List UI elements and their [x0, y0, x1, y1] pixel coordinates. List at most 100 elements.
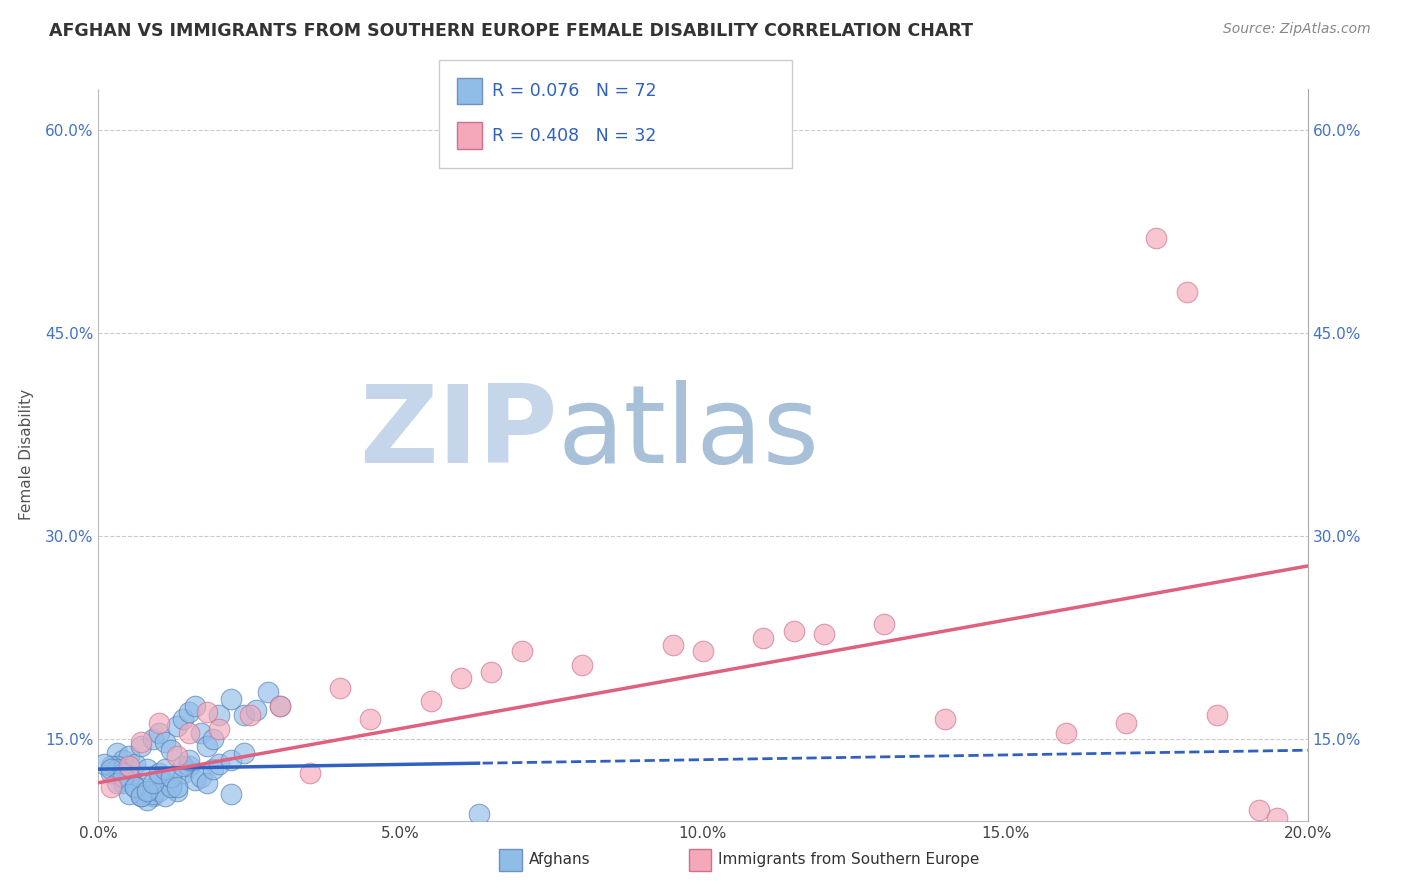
- Text: R = 0.076   N = 72: R = 0.076 N = 72: [492, 82, 657, 100]
- Point: [221, 787, 243, 801]
- Point: [269, 698, 291, 713]
- Point: [148, 772, 170, 787]
- Point: [172, 712, 194, 726]
- Point: [148, 766, 170, 780]
- Point: [1144, 231, 1167, 245]
- Point: [1054, 725, 1077, 739]
- Point: [195, 739, 218, 753]
- Point: [179, 725, 201, 739]
- Point: [160, 780, 183, 794]
- Point: [153, 735, 176, 749]
- Point: [1115, 716, 1137, 731]
- Point: [1206, 708, 1229, 723]
- Point: [135, 784, 157, 798]
- Point: [232, 708, 254, 723]
- Point: [692, 644, 714, 658]
- Point: [111, 770, 134, 784]
- Text: AFGHAN VS IMMIGRANTS FROM SOUTHERN EUROPE FEMALE DISABILITY CORRELATION CHART: AFGHAN VS IMMIGRANTS FROM SOUTHERN EUROP…: [49, 22, 973, 40]
- Point: [124, 780, 146, 794]
- Point: [179, 706, 201, 720]
- Point: [135, 762, 157, 776]
- Point: [100, 766, 122, 780]
- Point: [208, 722, 231, 736]
- Point: [752, 631, 775, 645]
- Point: [100, 759, 122, 773]
- Point: [195, 706, 218, 720]
- Point: [190, 770, 212, 784]
- Point: [118, 759, 141, 773]
- Point: [124, 780, 146, 794]
- Point: [1249, 803, 1271, 817]
- Point: [783, 624, 806, 638]
- Point: [179, 753, 201, 767]
- Point: [100, 762, 122, 776]
- Point: [232, 746, 254, 760]
- Point: [184, 772, 207, 787]
- Text: R = 0.408   N = 32: R = 0.408 N = 32: [492, 127, 657, 145]
- Point: [142, 787, 165, 801]
- Point: [105, 759, 128, 773]
- Point: [1175, 285, 1198, 300]
- Text: atlas: atlas: [558, 380, 820, 486]
- Point: [166, 780, 188, 794]
- Point: [153, 762, 176, 776]
- Point: [111, 753, 134, 767]
- Point: [111, 766, 134, 780]
- Point: [450, 672, 472, 686]
- Point: [93, 756, 115, 771]
- Point: [510, 644, 533, 658]
- Point: [160, 780, 183, 794]
- Point: [172, 759, 194, 773]
- Point: [148, 784, 170, 798]
- Point: [269, 698, 291, 713]
- Point: [160, 743, 183, 757]
- Point: [124, 756, 146, 771]
- Point: [873, 617, 896, 632]
- Point: [184, 698, 207, 713]
- Point: [135, 784, 157, 798]
- Point: [148, 725, 170, 739]
- Point: [190, 725, 212, 739]
- Text: Immigrants from Southern Europe: Immigrants from Southern Europe: [718, 853, 980, 867]
- Point: [202, 762, 225, 776]
- Text: Afghans: Afghans: [529, 853, 591, 867]
- Point: [129, 739, 152, 753]
- Point: [129, 789, 152, 804]
- Point: [124, 780, 146, 794]
- Point: [153, 775, 176, 789]
- Point: [202, 732, 225, 747]
- Point: [111, 775, 134, 789]
- Point: [661, 638, 683, 652]
- Point: [105, 762, 128, 776]
- Point: [166, 784, 188, 798]
- Point: [118, 770, 141, 784]
- Point: [571, 657, 593, 672]
- Point: [256, 685, 278, 699]
- Point: [142, 732, 165, 747]
- Point: [208, 756, 231, 771]
- Point: [329, 681, 352, 695]
- Point: [118, 748, 141, 763]
- Point: [166, 748, 188, 763]
- Point: [148, 716, 170, 731]
- Point: [100, 780, 122, 794]
- Point: [208, 708, 231, 723]
- Point: [1267, 811, 1289, 825]
- Point: [239, 708, 262, 723]
- Point: [142, 789, 165, 804]
- Point: [245, 702, 267, 716]
- Point: [129, 789, 152, 804]
- Point: [360, 712, 382, 726]
- Point: [221, 691, 243, 706]
- Point: [118, 787, 141, 801]
- Y-axis label: Female Disability: Female Disability: [18, 389, 34, 521]
- Text: Source: ZipAtlas.com: Source: ZipAtlas.com: [1223, 22, 1371, 37]
- Point: [934, 712, 956, 726]
- Point: [166, 719, 188, 733]
- Text: ZIP: ZIP: [360, 380, 558, 486]
- Point: [813, 626, 835, 640]
- Point: [221, 753, 243, 767]
- Point: [179, 759, 201, 773]
- Point: [105, 746, 128, 760]
- Point: [160, 770, 183, 784]
